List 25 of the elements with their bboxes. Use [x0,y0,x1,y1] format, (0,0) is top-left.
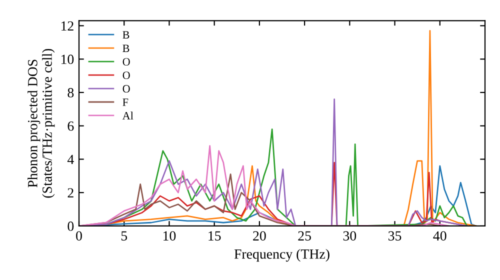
x-tick-label: 10 [164,231,176,241]
y-tick-label: 10 [61,54,74,64]
legend-label: B [122,44,130,52]
y-tick-label: 4 [67,154,74,164]
y-tick-label: 12 [61,21,74,31]
x-tick-label: 15 [208,231,221,241]
legend-label: O [122,58,130,66]
x-tick-label: 20 [253,231,266,241]
y-tick-label: 6 [68,121,74,131]
legend-label: B [122,31,130,39]
x-tick-label: 0 [76,231,82,241]
x-tick-label: 40 [433,231,446,241]
legend-label: Al [122,112,134,120]
y-axis-title: Phonon projected DOS (States/THz·primitive cell) [28,48,55,198]
x-tick-label: 35 [388,231,402,241]
x-tick-label: 5 [121,231,128,241]
legend-label: O [122,72,130,80]
y-tick-label: 0 [68,222,74,231]
x-tick-label: 30 [343,231,356,241]
y-tick-label: 8 [68,88,74,98]
x-tick-label: 25 [298,231,311,241]
legend-label: O [122,85,130,93]
x-axis-title: Frequency (THz) [234,248,330,262]
y-tick-label: 2 [68,188,74,198]
legend-label: F [122,98,128,106]
